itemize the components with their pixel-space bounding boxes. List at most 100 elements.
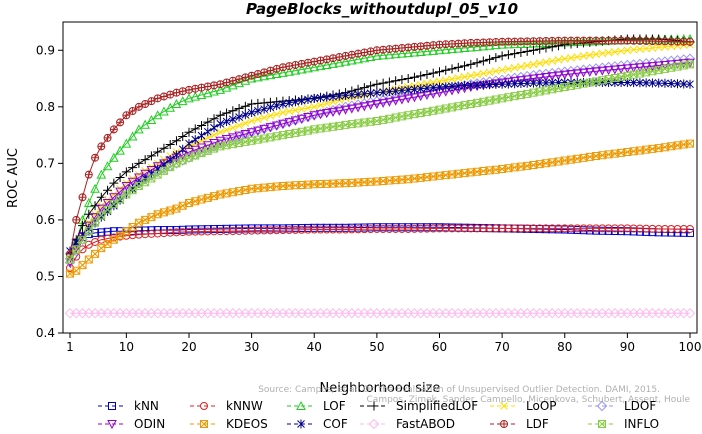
- data-point: [397, 48, 407, 58]
- data-point: [209, 114, 219, 124]
- data-point: [516, 224, 525, 233]
- data-point: [603, 66, 614, 76]
- data-point: [684, 308, 696, 319]
- data-point: [622, 64, 633, 74]
- data-point: [368, 418, 380, 430]
- data-point: [516, 76, 526, 86]
- watermark-line-2: Campos, Zimek, Sander, Campello, Micenko…: [367, 395, 691, 405]
- data-point: [140, 169, 150, 179]
- data-point: [523, 224, 532, 233]
- data-point: [435, 82, 444, 92]
- data-point: [473, 70, 481, 79]
- data-point: [346, 55, 357, 65]
- data-point: [579, 36, 588, 45]
- data-point: [597, 66, 608, 76]
- data-point: [322, 92, 331, 102]
- data-point: [153, 229, 162, 238]
- series-inflo: [66, 60, 694, 264]
- data-point: [686, 139, 694, 148]
- data-point: [359, 102, 370, 112]
- data-point: [191, 227, 200, 236]
- data-point: [378, 98, 388, 108]
- data-point: [510, 49, 520, 59]
- data-point: [653, 61, 664, 71]
- data-point: [84, 227, 93, 236]
- data-point: [146, 151, 156, 161]
- data-point: [560, 54, 569, 63]
- data-point: [372, 50, 382, 60]
- data-point: [466, 71, 475, 80]
- data-point: [528, 45, 538, 55]
- data-point: [578, 68, 589, 78]
- data-point: [478, 56, 488, 66]
- data-point: [479, 69, 488, 78]
- data-point: [573, 36, 582, 45]
- data-point: [485, 54, 495, 64]
- data-point: [107, 420, 117, 430]
- data-point: [322, 225, 331, 234]
- data-point: [347, 50, 356, 59]
- data-point: [365, 51, 376, 62]
- data-point: [290, 116, 301, 126]
- data-point: [109, 152, 119, 162]
- data-point: [159, 229, 168, 238]
- data-point: [121, 138, 132, 148]
- data-point: [642, 44, 651, 53]
- data-point: [328, 107, 338, 117]
- data-point: [228, 106, 238, 116]
- data-point: [260, 226, 269, 235]
- data-point: [434, 67, 444, 77]
- data-point: [103, 234, 112, 243]
- data-point: [140, 119, 150, 129]
- data-point: [247, 107, 256, 117]
- data-point: [285, 98, 294, 108]
- data-point: [391, 224, 400, 233]
- data-point: [297, 419, 305, 429]
- data-point: [115, 187, 125, 197]
- data-point: [509, 39, 520, 49]
- data-point: [272, 226, 281, 235]
- x-tick-label: 60: [432, 340, 447, 354]
- data-point: [654, 43, 663, 52]
- data-point: [210, 227, 219, 236]
- y-tick-label: 0.5: [36, 269, 55, 283]
- data-point: [598, 420, 606, 428]
- legend: kNN kNNW LOF SimplifiedLOF LoOP LDOF ODIN KDEOS…: [98, 399, 659, 431]
- data-point: [241, 110, 250, 120]
- legend-label: FastABOD: [396, 417, 455, 431]
- data-point: [441, 76, 450, 85]
- data-point: [216, 128, 225, 137]
- data-point: [241, 226, 250, 235]
- y-axis-label: ROC AUC: [6, 148, 21, 208]
- data-point: [134, 124, 144, 134]
- data-point: [379, 224, 388, 233]
- data-point: [177, 96, 188, 106]
- x-tick-label: 70: [494, 340, 509, 354]
- data-point: [153, 147, 163, 157]
- data-point: [579, 52, 588, 60]
- data-point: [498, 79, 506, 89]
- data-point: [259, 71, 269, 81]
- data-point: [479, 80, 488, 90]
- data-point: [542, 58, 550, 67]
- data-point: [190, 145, 201, 155]
- data-point: [686, 60, 694, 69]
- data-point: [629, 224, 638, 233]
- y-tick-label: 0.7: [36, 156, 55, 170]
- data-point: [210, 81, 219, 90]
- data-point: [116, 227, 125, 236]
- data-point: [629, 78, 638, 88]
- data-point: [146, 165, 157, 176]
- data-point: [510, 224, 519, 233]
- data-point: [165, 140, 175, 150]
- data-point: [178, 87, 187, 96]
- data-point: [227, 133, 238, 143]
- data-point: [384, 49, 395, 59]
- data-point: [146, 114, 157, 125]
- data-point: [403, 74, 413, 84]
- data-point: [235, 226, 244, 235]
- data-point: [378, 50, 388, 60]
- data-point: [108, 402, 116, 410]
- data-point: [616, 64, 626, 74]
- x-tick-label: 100: [679, 340, 702, 354]
